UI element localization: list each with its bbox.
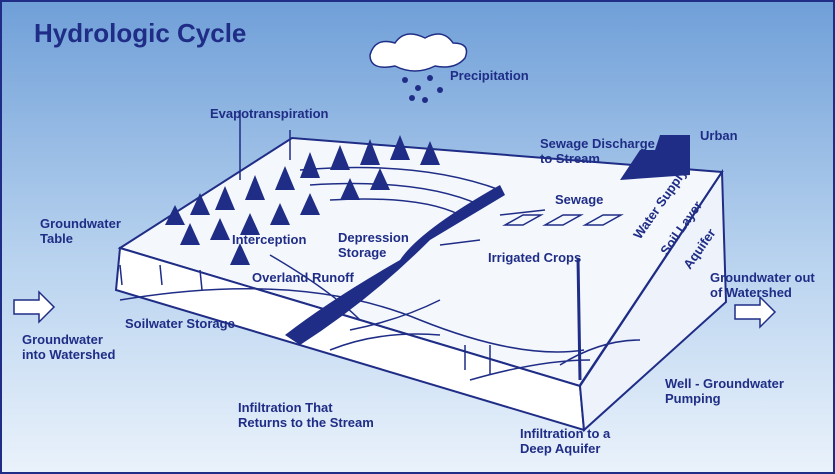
label: Groundwater: [22, 332, 103, 347]
title: Hydrologic Cycle: [34, 18, 246, 48]
label: Precipitation: [450, 68, 529, 83]
label: Groundwater out: [710, 270, 815, 285]
label: Returns to the Stream: [238, 415, 374, 430]
label: Irrigated Crops: [488, 250, 581, 265]
label: Urban: [700, 128, 738, 143]
label: of Watershed: [710, 285, 792, 300]
label: Groundwater: [40, 216, 121, 231]
label: Sewage: [555, 192, 603, 207]
label: Sewage Discharge: [540, 136, 655, 151]
label: Overland Runoff: [252, 270, 355, 285]
label: Deep Aquifer: [520, 441, 600, 456]
label: Depression: [338, 230, 409, 245]
label: Infiltration to a: [520, 426, 611, 441]
label: Soilwater Storage: [125, 316, 235, 331]
label: Interception: [232, 232, 306, 247]
label: Table: [40, 231, 73, 246]
label: Evapotranspiration: [210, 106, 329, 121]
label: Infiltration That: [238, 400, 333, 415]
label: into Watershed: [22, 347, 115, 362]
label: Well - Groundwater: [665, 376, 784, 391]
label: to Stream: [540, 151, 600, 166]
label: Pumping: [665, 391, 721, 406]
label: Storage: [338, 245, 386, 260]
diagram: Hydrologic Cycle Precipitation Evapotrans…: [0, 0, 835, 474]
